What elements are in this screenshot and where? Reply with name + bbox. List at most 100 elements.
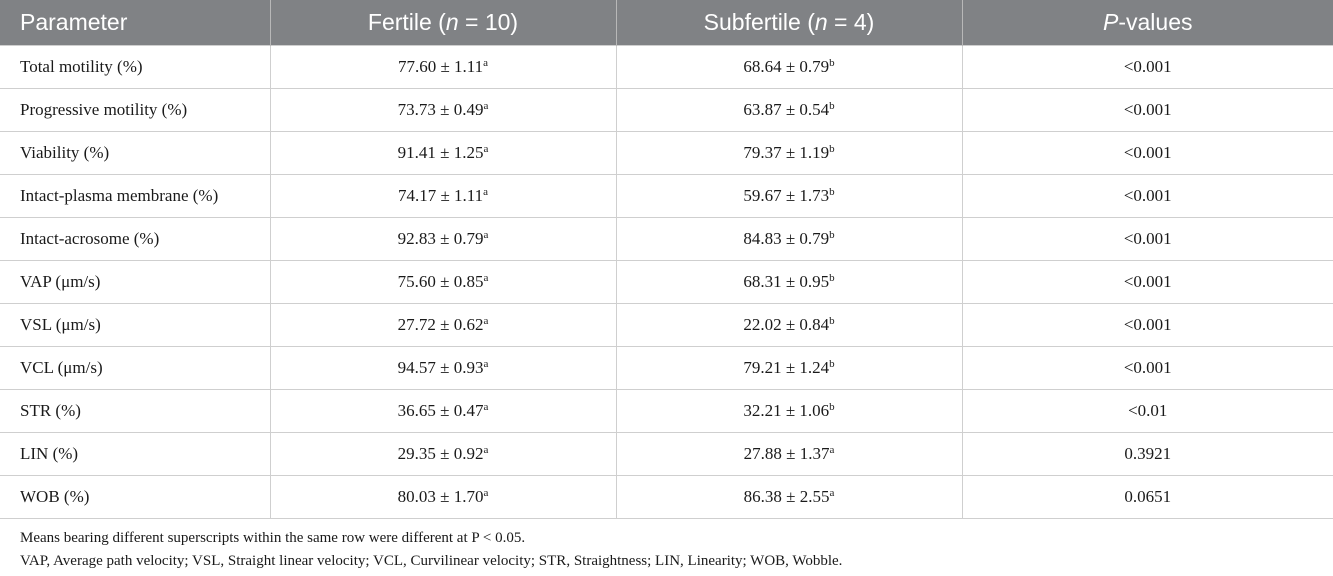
results-table: Parameter Fertile (n = 10) Subfertile (n… <box>0 0 1333 519</box>
superscript: b <box>829 271 835 284</box>
cell-subfertile: 22.02 ± 0.84b <box>615 302 962 346</box>
superscript: a <box>483 314 489 327</box>
cell-fertile: 73.73 ± 0.49a <box>269 87 616 131</box>
cell-parameter: Intact-acrosome (%) <box>0 216 270 260</box>
superscript: a <box>483 228 489 241</box>
cell-p-value-text: <0.001 <box>1123 271 1172 291</box>
cell-fertile: 75.60 ± 0.85a <box>269 259 616 303</box>
header-p-values: P-values <box>961 0 1333 45</box>
cell-subfertile-text: 22.02 ± 0.84 <box>743 314 830 334</box>
cell-fertile: 92.83 ± 0.79a <box>269 216 616 260</box>
cell-subfertile: 68.31 ± 0.95b <box>615 259 962 303</box>
table-row: Intact-acrosome (%) 92.83 ± 0.79a 84.83 ± … <box>0 216 1333 260</box>
superscript: b <box>829 400 835 413</box>
cell-fertile-text: 74.17 ± 1.11 <box>397 185 484 205</box>
cell-fertile-text: 77.60 ± 1.11 <box>397 56 484 76</box>
cell-p-value-text: <0.01 <box>1128 400 1168 420</box>
cell-fertile: 80.03 ± 1.70a <box>269 474 616 519</box>
superscript: a <box>483 99 489 112</box>
header-parameter: Parameter <box>20 8 128 35</box>
header-subfertile: Subfertile (n = 4) <box>615 0 962 45</box>
cell-fertile-text: 29.35 ± 0.92 <box>397 443 484 463</box>
table-row: VSL (μm/s) 27.72 ± 0.62a 22.02 ± 0.84b <0.0… <box>0 302 1333 346</box>
superscript: a <box>483 400 489 413</box>
cell-subfertile-text: 32.21 ± 1.06 <box>743 400 830 420</box>
table-body: Total motility (%) 77.60 ± 1.11a 68.64 ± 0… <box>0 44 1333 519</box>
cell-p-value: <0.001 <box>961 216 1333 260</box>
cell-subfertile: 84.83 ± 0.79b <box>615 216 962 260</box>
cell-p-value: <0.001 <box>961 259 1333 303</box>
cell-parameter: STR (%) <box>0 388 270 432</box>
superscript: b <box>829 99 835 112</box>
cell-parameter-text: STR (%) <box>20 400 81 420</box>
superscript: a <box>829 443 835 456</box>
cell-parameter: VCL (μm/s) <box>0 345 270 389</box>
cell-fertile-text: 94.57 ± 0.93 <box>397 357 484 377</box>
cell-p-value-text: <0.001 <box>1123 228 1172 248</box>
cell-p-value: <0.001 <box>961 87 1333 131</box>
cell-subfertile: 32.21 ± 1.06b <box>615 388 962 432</box>
cell-p-value: <0.001 <box>961 173 1333 217</box>
cell-p-value: 0.3921 <box>961 431 1333 475</box>
superscript: a <box>483 486 489 499</box>
cell-subfertile-text: 79.21 ± 1.24 <box>743 357 830 377</box>
cell-fertile: 77.60 ± 1.11a <box>269 44 616 88</box>
table-row: Progressive motility (%) 73.73 ± 0.49a 63.… <box>0 87 1333 131</box>
cell-subfertile-text: 27.88 ± 1.37 <box>743 443 830 463</box>
cell-fertile: 29.35 ± 0.92a <box>269 431 616 475</box>
cell-subfertile-text: 63.87 ± 0.54 <box>743 99 830 119</box>
cell-p-value: <0.001 <box>961 345 1333 389</box>
cell-p-value: 0.0651 <box>961 474 1333 519</box>
cell-parameter: Viability (%) <box>0 130 270 174</box>
cell-p-value: <0.01 <box>961 388 1333 432</box>
cell-fertile-text: 75.60 ± 0.85 <box>397 271 484 291</box>
cell-p-value: <0.001 <box>961 130 1333 174</box>
table-row: STR (%) 36.65 ± 0.47a 32.21 ± 1.06b <0.01 <box>0 388 1333 432</box>
cell-subfertile: 59.67 ± 1.73b <box>615 173 962 217</box>
cell-subfertile-text: 68.64 ± 0.79 <box>743 56 830 76</box>
cell-subfertile: 79.21 ± 1.24b <box>615 345 962 389</box>
cell-parameter-text: Viability (%) <box>20 142 110 162</box>
cell-subfertile-text: 79.37 ± 1.19 <box>743 142 830 162</box>
cell-parameter: Progressive motility (%) <box>0 87 270 131</box>
cell-parameter-text: Intact-acrosome (%) <box>20 228 160 248</box>
cell-parameter-text: Progressive motility (%) <box>20 99 188 119</box>
cell-fertile-text: 73.73 ± 0.49 <box>397 99 484 119</box>
cell-subfertile: 63.87 ± 0.54b <box>615 87 962 131</box>
cell-p-value: <0.001 <box>961 44 1333 88</box>
cell-fertile-text: 27.72 ± 0.62 <box>397 314 484 334</box>
cell-parameter: WOB (%) <box>0 474 270 519</box>
cell-fertile: 94.57 ± 0.93a <box>269 345 616 389</box>
cell-parameter-text: LIN (%) <box>20 443 79 463</box>
cell-fertile-text: 92.83 ± 0.79 <box>397 228 484 248</box>
superscript: b <box>829 314 835 327</box>
cell-fertile: 74.17 ± 1.11a <box>269 173 616 217</box>
superscript: a <box>483 56 489 69</box>
header-fertile: Fertile (n = 10) <box>269 0 616 45</box>
cell-p-value-text: <0.001 <box>1123 56 1172 76</box>
table-footnotes: Means bearing different superscripts wit… <box>0 519 1333 573</box>
cell-parameter-text: VAP (μm/s) <box>20 271 101 291</box>
superscript: a <box>483 443 489 456</box>
superscript: a <box>829 486 835 499</box>
cell-parameter-text: VSL (μm/s) <box>20 314 101 334</box>
cell-p-value-text: <0.001 <box>1123 142 1172 162</box>
superscript: a <box>483 271 489 284</box>
cell-p-value: <0.001 <box>961 302 1333 346</box>
cell-fertile: 36.65 ± 0.47a <box>269 388 616 432</box>
cell-subfertile: 86.38 ± 2.55a <box>615 474 962 519</box>
cell-subfertile-text: 86.38 ± 2.55 <box>743 486 830 506</box>
cell-fertile-text: 91.41 ± 1.25 <box>397 142 484 162</box>
table-row: Total motility (%) 77.60 ± 1.11a 68.64 ± 0… <box>0 44 1333 88</box>
header-row: Parameter Fertile (n = 10) Subfertile (n… <box>0 0 1333 45</box>
cell-p-value-text: <0.001 <box>1123 99 1172 119</box>
footnote-abbreviations: VAP, Average path velocity; VSL, Straigh… <box>20 552 843 569</box>
cell-parameter-text: VCL (μm/s) <box>20 357 103 377</box>
superscript: b <box>829 185 835 198</box>
cell-fertile: 91.41 ± 1.25a <box>269 130 616 174</box>
cell-p-value-text: <0.001 <box>1123 185 1172 205</box>
cell-subfertile: 79.37 ± 1.19b <box>615 130 962 174</box>
table-row: WOB (%) 80.03 ± 1.70a 86.38 ± 2.55a 0.0651 <box>0 474 1333 519</box>
cell-parameter: Total motility (%) <box>0 44 270 88</box>
